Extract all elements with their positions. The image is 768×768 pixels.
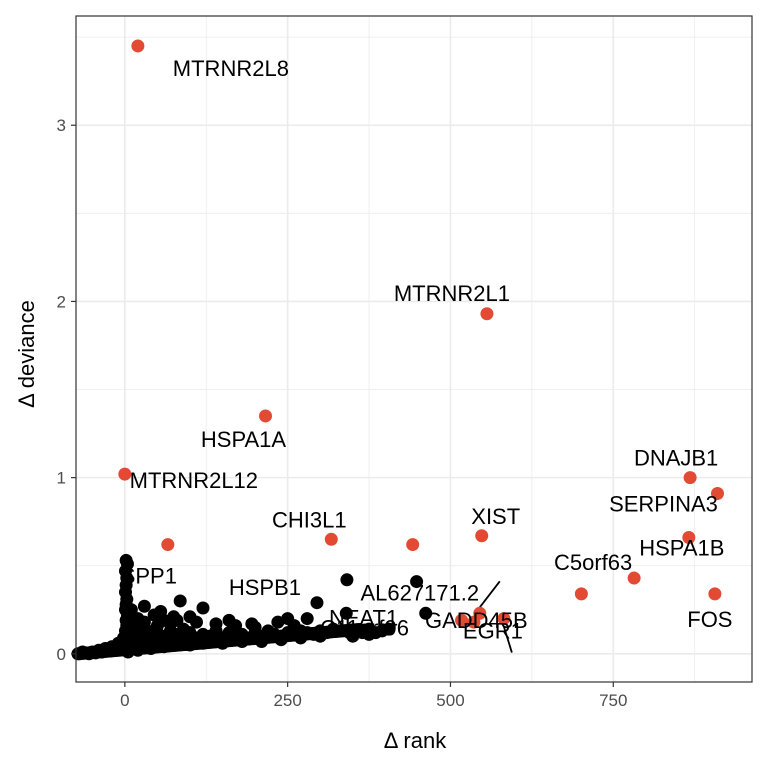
- data-point: [216, 636, 230, 650]
- data-point: [255, 634, 269, 648]
- point-label: AL627171.2: [360, 580, 479, 605]
- data-point: [124, 603, 138, 617]
- highlighted-data-point: [497, 612, 511, 626]
- point-label: XIST: [471, 504, 520, 529]
- highlighted-data-point: [710, 486, 724, 500]
- point-label: CHI3L1: [272, 507, 347, 532]
- data-point: [137, 599, 151, 613]
- data-point: [346, 629, 360, 643]
- point-label: HSPA1B: [639, 536, 724, 561]
- highlighted-data-point: [574, 587, 588, 601]
- highlighted-data-point: [406, 538, 420, 552]
- highlighted-data-point: [682, 531, 696, 545]
- y-tick-label: 2: [57, 292, 66, 311]
- data-point: [339, 606, 353, 620]
- y-tick-label: 1: [57, 469, 66, 488]
- data-point: [419, 606, 433, 620]
- y-axis-title: Δ deviance: [14, 300, 39, 408]
- highlighted-data-point: [627, 571, 641, 585]
- data-point: [167, 610, 181, 624]
- point-label: EGR1: [463, 619, 523, 644]
- highlighted-data-point: [475, 529, 489, 543]
- highlighted-data-point: [480, 307, 494, 321]
- point-label: MTRNR2L1: [394, 281, 510, 306]
- data-point: [131, 643, 145, 657]
- point-label: MTRNR2L8: [173, 56, 289, 81]
- data-point: [274, 633, 288, 647]
- data-point: [121, 645, 135, 659]
- data-point: [173, 594, 187, 608]
- point-labels: MTRNR2L8 MTRNR2L1 HSPA1A MTRNR2L12 DNAJB1 SER…: [121, 56, 733, 644]
- point-label: FOS: [687, 607, 732, 632]
- label-leader-line: [479, 580, 501, 608]
- panel-border: [75, 15, 753, 683]
- highlighted-data-point: [467, 615, 481, 629]
- data-point: [176, 633, 190, 647]
- point-label: NEAT1: [329, 606, 398, 631]
- highlighted-data-point: [683, 471, 697, 485]
- data-point: [157, 640, 171, 654]
- data-point: [333, 624, 347, 638]
- highlighted-data-point: [118, 467, 132, 481]
- data-point: [222, 613, 236, 627]
- y-tick-label: 3: [57, 116, 66, 135]
- data-point: [144, 642, 158, 656]
- point-label: C5orf63: [554, 550, 632, 575]
- point-label: HSPA1A: [201, 427, 287, 452]
- highlighted-data-point: [708, 587, 722, 601]
- highlighted-data-point: [324, 532, 338, 546]
- label-leader-lines: [479, 580, 513, 653]
- major-gridlines: [76, 16, 752, 682]
- other-points: [71, 553, 433, 661]
- highlighted-data-point: [259, 409, 273, 423]
- y-axis-ticks: 0 1 2 3: [57, 116, 76, 664]
- x-tick-label: 0: [120, 691, 129, 710]
- x-axis-ticks: 0 250 500 750: [120, 682, 627, 710]
- data-point: [196, 601, 210, 615]
- data-point: [375, 624, 389, 638]
- data-point: [235, 634, 249, 648]
- data-point: [157, 613, 171, 627]
- minor-gridlines: [76, 16, 752, 682]
- point-label: SPP1: [121, 564, 177, 589]
- point-label: GADD45B: [425, 608, 528, 633]
- data-point: [281, 612, 295, 626]
- data-point: [310, 596, 324, 610]
- data-point: [294, 631, 308, 645]
- data-point: [183, 610, 197, 624]
- highlighted-data-point: [131, 39, 145, 53]
- data-point: [300, 612, 314, 626]
- highlighted-points: [118, 39, 724, 629]
- point-label: SERPINA3: [609, 491, 718, 516]
- point-label: HSPB1: [229, 575, 301, 600]
- x-tick-label: 500: [436, 691, 464, 710]
- label-leader-line: [503, 626, 513, 653]
- point-label: MTRNR2L12: [130, 468, 258, 493]
- data-point: [271, 615, 285, 629]
- highlighted-data-point: [455, 613, 469, 627]
- point-label: C11orf96: [320, 615, 409, 640]
- labeled-data-point: [410, 575, 424, 589]
- x-axis-title: Δ rank: [384, 728, 447, 753]
- data-point: [245, 617, 259, 631]
- data-point: [203, 634, 217, 648]
- data-point: [141, 624, 155, 638]
- x-tick-label: 250: [273, 691, 301, 710]
- data-point: [356, 626, 370, 640]
- point-label: DNAJB1: [634, 446, 718, 471]
- highlighted-data-point: [161, 538, 175, 552]
- data-point: [124, 622, 138, 636]
- y-tick-label: 0: [57, 645, 66, 664]
- labeled-data-point: [340, 573, 354, 587]
- data-point: [313, 629, 327, 643]
- x-tick-label: 750: [599, 691, 627, 710]
- data-point: [209, 617, 223, 631]
